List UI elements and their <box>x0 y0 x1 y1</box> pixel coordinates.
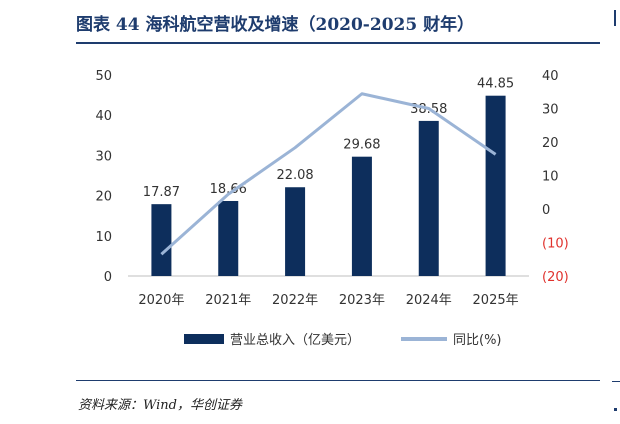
y-left-tick-label: 0 <box>104 270 112 285</box>
y-left-tick-label: 10 <box>95 230 112 245</box>
bar <box>485 95 506 276</box>
bar <box>151 204 172 276</box>
legend-label-line: 同比(%) <box>453 333 502 348</box>
y-right-tick-label: 10 <box>542 170 559 185</box>
bar <box>218 200 239 276</box>
x-tick-label: 2023年 <box>339 293 385 308</box>
x-tick-label: 2020年 <box>138 293 184 308</box>
bar-data-label: 29.68 <box>343 138 380 153</box>
y-left-tick-label: 20 <box>95 190 112 205</box>
bar <box>285 187 306 276</box>
bar <box>351 156 372 276</box>
bar <box>418 120 439 276</box>
y-right-tick-label: (20) <box>542 270 569 285</box>
y-right-tick-label: 0 <box>542 203 550 218</box>
yoy-line <box>160 92 497 256</box>
next-column-edge <box>614 10 620 26</box>
y-left-tick-label: 50 <box>95 69 112 84</box>
legend-label-bar: 营业总收入（亿美元） <box>230 333 360 348</box>
x-tick-label: 2024年 <box>406 293 452 308</box>
bar-data-label: 22.08 <box>276 168 313 183</box>
title-bar: 图表 44 海科航空营收及增速（2020-2025 财年） <box>76 6 600 44</box>
y-right-tick-label: 40 <box>542 69 559 84</box>
source-rule <box>76 380 600 381</box>
x-tick-label: 2025年 <box>473 293 519 308</box>
x-tick-label: 2022年 <box>272 293 318 308</box>
combo-chart: 0 10 20 30 40 50 40 30 20 10 0 (10) (20) 17.87 18.66 22… <box>95 69 569 348</box>
source-note: 资料来源：Wind，华创证券 <box>78 398 242 413</box>
next-column-rule <box>612 381 620 382</box>
y-right-tick-label: 20 <box>542 136 559 151</box>
chart-title: 图表 44 海科航空营收及增速（2020-2025 财年） <box>76 15 475 35</box>
legend-swatch-bar <box>184 334 224 344</box>
y-right-tick-label: 30 <box>542 103 559 118</box>
bar-data-label: 18.66 <box>210 182 247 197</box>
next-column-dot <box>614 408 617 411</box>
y-left-tick-label: 40 <box>95 109 112 124</box>
y-left-tick-label: 30 <box>95 149 112 164</box>
x-tick-label: 2021年 <box>205 293 251 308</box>
bar-data-label: 17.87 <box>143 185 180 200</box>
bar-data-label: 44.85 <box>477 77 514 92</box>
y-right-tick-label: (10) <box>542 237 569 252</box>
